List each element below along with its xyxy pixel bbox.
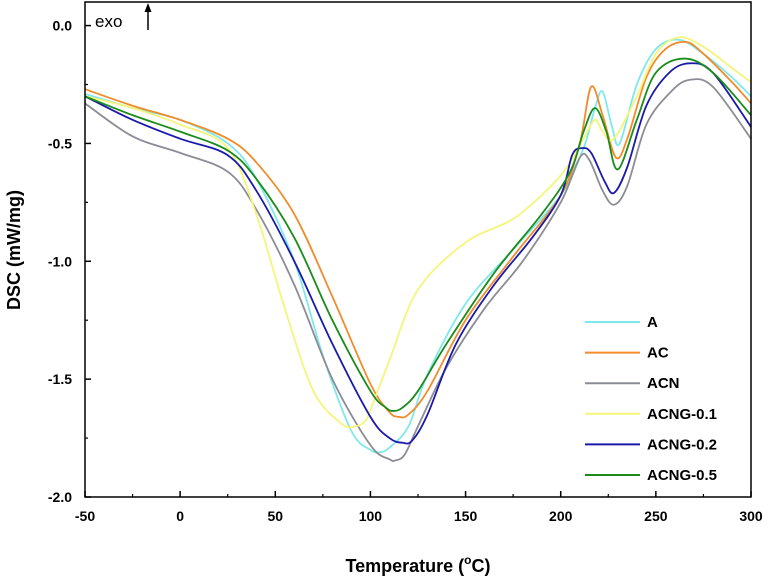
legend-label: ACNG-0.5	[647, 467, 717, 484]
y-tick-label: -2.0	[48, 489, 72, 505]
x-axis: -50 0 50 100 150 200 250 300	[75, 491, 763, 524]
legend-label: AC	[647, 345, 669, 362]
x-tick-label: 150	[454, 508, 478, 524]
x-tick-label: 300	[739, 508, 763, 524]
series-line-acng-0-1	[84, 36, 752, 429]
x-axis-title-superscript: o	[464, 553, 471, 567]
y-axis: 0.0 -0.5 -1.0 -1.5 -2.0	[48, 18, 91, 505]
y-axis-title: DSC (mW/mg)	[4, 190, 24, 310]
series-line-ac	[84, 41, 752, 419]
x-tick-label: 0	[176, 508, 184, 524]
x-tick-label: 200	[549, 508, 573, 524]
series-line-a	[84, 38, 752, 454]
y-tick-label: 0.0	[53, 18, 73, 34]
series-lines	[84, 36, 752, 463]
x-tick-label: -50	[75, 508, 95, 524]
legend-label: ACNG-0.2	[647, 436, 717, 453]
exo-annotation: exo	[95, 12, 122, 31]
x-tick-label: 50	[267, 508, 283, 524]
x-tick-label: 100	[359, 508, 383, 524]
series-line-acng-0-5	[84, 57, 752, 412]
x-axis-title: Temperature (oC)	[345, 553, 490, 576]
legend-label: A	[647, 314, 658, 331]
legend-label: ACN	[647, 375, 680, 392]
exo-arrow-icon	[144, 3, 152, 30]
series-line-acn	[84, 78, 752, 463]
legend: A AC ACN ACNG-0.1 ACNG-0.2 ACNG-0.5	[585, 314, 717, 484]
y-tick-label: -1.0	[48, 253, 72, 269]
legend-label: ACNG-0.1	[647, 406, 717, 423]
x-tick-label: 250	[644, 508, 668, 524]
y-tick-label: -0.5	[48, 135, 72, 151]
y-tick-label: -1.5	[48, 371, 72, 387]
series-line-acng-0-2	[84, 62, 752, 445]
